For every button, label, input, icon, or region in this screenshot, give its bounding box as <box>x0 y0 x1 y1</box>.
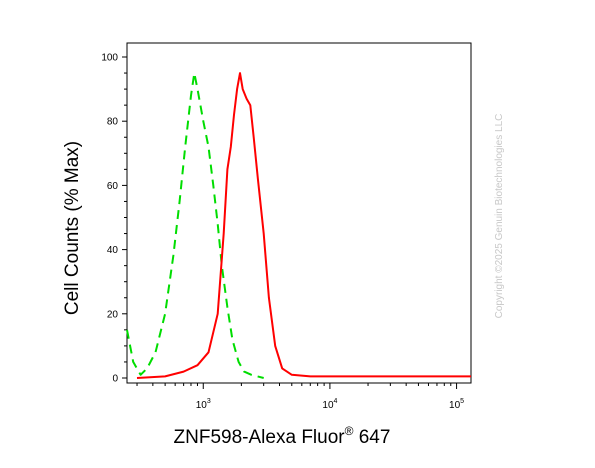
y-tick-label: 80 <box>107 117 119 128</box>
x-axis-ticks: 103 104 105 <box>136 383 464 411</box>
y-tick-label: 40 <box>107 245 119 256</box>
x-tick-label: 105 <box>449 398 464 411</box>
y-axis-label: Cell Counts (% Max) <box>62 141 83 315</box>
x-axis-label-main: ZNF598-Alexa Fluor <box>174 427 346 448</box>
control-histogram-line <box>126 72 264 379</box>
x-tick-label: 103 <box>196 398 211 411</box>
sample-histogram-line <box>136 72 471 379</box>
y-tick-label: 100 <box>101 53 118 64</box>
x-tick-label: 104 <box>322 398 337 411</box>
x-axis-label-superscript: ® <box>345 424 354 438</box>
series-layer <box>126 72 471 379</box>
y-tick-label: 60 <box>107 181 119 192</box>
plot-frame <box>126 42 472 384</box>
y-tick-label: 20 <box>107 309 119 320</box>
x-axis-label-suffix: 647 <box>353 427 390 448</box>
y-tick-label: 0 <box>112 374 118 385</box>
copyright-watermark: Copyright ©2025 Genuin Biotechnologies L… <box>494 114 505 319</box>
x-axis-label: ZNF598-Alexa Fluor® 647 <box>174 424 391 448</box>
y-axis-ticks: 0 20 40 60 80 100 <box>101 53 127 385</box>
